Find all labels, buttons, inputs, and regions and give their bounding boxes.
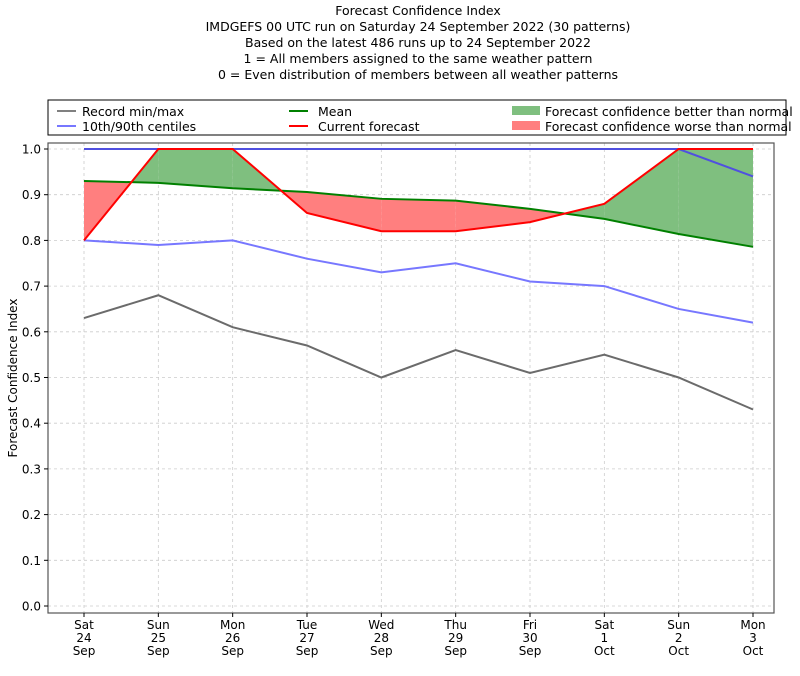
y-tick-label: 0.7 xyxy=(22,280,41,294)
x-tick-label: Sat 1 Oct xyxy=(594,618,615,658)
x-tick-label: Thu 29 Sep xyxy=(443,618,467,658)
legend-label-worse: Forecast confidence worse than normal xyxy=(545,119,792,134)
series-10th-centile-line xyxy=(83,239,754,324)
fill-better-than-normal xyxy=(604,149,679,235)
y-tick-label: 0.9 xyxy=(22,188,41,202)
title-line-3: Based on the latest 486 runs up to 24 Se… xyxy=(245,35,591,50)
y-tick-label: 0.5 xyxy=(22,371,41,385)
y-axis-ticks: 0.0 0.1 0.2 0.3 0.4 0.5 0.6 0.7 0.8 0.9 1.0 xyxy=(22,143,48,614)
y-tick-label: 0.0 xyxy=(22,600,41,614)
legend-label-mean: Mean xyxy=(318,104,352,119)
series-lines xyxy=(83,148,754,411)
title-line-2: IMDGEFS 00 UTC run on Saturday 24 Septem… xyxy=(205,19,631,34)
legend-label-better: Forecast confidence better than normal xyxy=(545,104,793,119)
legend-label-current: Current forecast xyxy=(318,119,420,134)
y-tick-label: 0.3 xyxy=(22,462,41,476)
x-tick-label: Sun 2 Oct xyxy=(667,618,690,658)
legend: Record min/max 10th/90th centiles Mean C… xyxy=(47,99,793,136)
y-axis-label: Forecast Confidence Index xyxy=(6,299,20,458)
legend-frame xyxy=(47,99,787,136)
series-record-min-line xyxy=(83,294,754,411)
y-tick-label: 0.6 xyxy=(22,325,41,339)
series-mean-line xyxy=(83,179,754,248)
title-line-4: 1 = All members assigned to the same wea… xyxy=(243,51,593,66)
x-tick-label: Mon 26 Sep xyxy=(220,618,245,658)
legend-label-record: Record min/max xyxy=(82,104,184,119)
fill-better-than-normal xyxy=(158,149,233,189)
x-tick-label: Mon 3 Oct xyxy=(740,618,765,658)
fill-worse-than-normal xyxy=(307,191,382,232)
x-tick-label: Sun 25 Sep xyxy=(147,618,170,658)
y-tick-label: 0.1 xyxy=(22,554,41,568)
x-tick-label: Tue 27 Sep xyxy=(296,618,319,658)
legend-swatch-better xyxy=(512,106,540,115)
y-tick-label: 0.4 xyxy=(22,417,41,431)
x-axis-ticks: Sat 24 Sep Sun 25 Sep Mon 26 Sep Tue 27 Sep Wed 28 Sep… xyxy=(73,613,766,658)
x-tick-label: Sat 24 Sep xyxy=(73,618,96,658)
fill-better-than-normal xyxy=(564,203,605,219)
title-line-5: 0 = Even distribution of members between… xyxy=(217,67,619,82)
fill-worse-than-normal xyxy=(381,198,456,232)
chart-title: Forecast Confidence Index IMDGEFS 00 UTC… xyxy=(0,3,800,83)
legend-label-centiles: 10th/90th centiles xyxy=(82,119,196,134)
fill-better-than-normal xyxy=(678,149,753,247)
y-tick-label: 1.0 xyxy=(22,143,41,157)
fill-worse-than-normal xyxy=(530,208,565,223)
y-tick-label: 0.2 xyxy=(22,508,41,522)
title-line-1: Forecast Confidence Index xyxy=(335,3,501,18)
y-tick-label: 0.8 xyxy=(22,234,41,248)
x-tick-label: Fri 30 Sep xyxy=(519,618,542,658)
series-current-forecast-line xyxy=(83,148,753,242)
legend-swatch-worse xyxy=(512,121,540,130)
x-tick-label: Wed 28 Sep xyxy=(368,618,394,658)
